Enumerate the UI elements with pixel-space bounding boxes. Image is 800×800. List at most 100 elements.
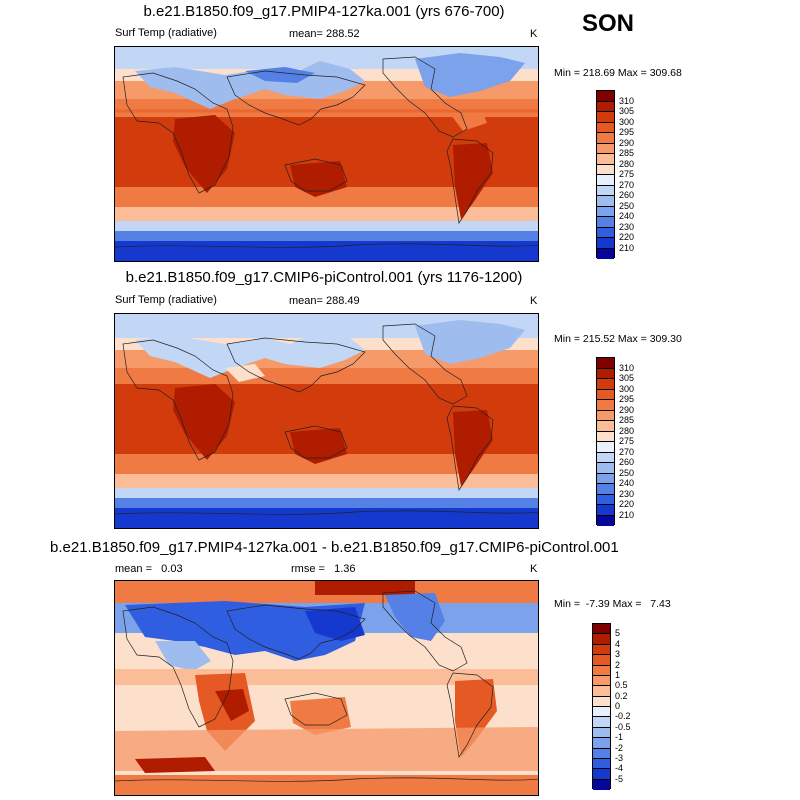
colorbar-tick-label: 2 [615, 659, 621, 670]
colorbar-swatch [597, 122, 614, 133]
colorbar-swatch [597, 227, 614, 238]
colorbar-swatch [597, 101, 614, 112]
colorbar-swatch [593, 634, 610, 645]
colorbar-swatch [597, 238, 614, 249]
colorbar-swatch [597, 368, 614, 379]
colorbar-tick-label: 305 [619, 373, 635, 383]
panel-2-colorbar: 310 305 300 295 290 285 280 275 270 260 250 240 230 2… [596, 357, 716, 526]
colorbar-swatch [597, 473, 614, 484]
colorbar-tick-label: 210 [619, 242, 635, 253]
colorbar-swatch [597, 112, 614, 123]
colorbar-tick-label: -3 [615, 752, 624, 763]
panel-1-mean: mean= 288.52 [289, 28, 360, 40]
colorbar-swatch [597, 389, 614, 400]
panel-1-colorbar-swatches [596, 90, 615, 259]
panel-2-units: K [530, 295, 538, 307]
colorbar-swatch [593, 696, 610, 707]
colorbar-tick-label: 270 [619, 446, 635, 457]
colorbar-swatch [597, 442, 614, 453]
panel-1-colorbar: 310 305 300 295 290 285 280 275 270 260 250 240 230 2… [596, 90, 716, 259]
colorbar-tick-label: 285 [619, 148, 635, 158]
colorbar-swatch [593, 748, 610, 759]
panel-3-colorbar: 5 4 3 2 1 0.5 0.2 0 -0.2 -0.5 -1 -2 -3 -4 -5 [592, 623, 712, 790]
colorbar-tick-label: 220 [619, 232, 635, 242]
colorbar-swatch [593, 727, 610, 739]
colorbar-swatch [597, 494, 614, 505]
colorbar-tick-label: 0.5 [615, 680, 628, 691]
colorbar-tick-label: 280 [619, 425, 635, 436]
colorbar-tick-label: 300 [619, 116, 635, 127]
colorbar-tick-label: 230 [619, 221, 635, 232]
colorbar-swatch [593, 769, 610, 780]
colorbar-tick-label: 220 [619, 499, 635, 509]
colorbar-tick-label: -5 [615, 773, 624, 784]
colorbar-swatch [597, 400, 614, 411]
panel-2-variable-label: Surf Temp (radiative) [115, 294, 217, 306]
panel-3-minmax: Min = -7.39 Max = 7.43 [554, 598, 671, 610]
panel-1-map [114, 46, 539, 262]
colorbar-swatch [593, 675, 610, 687]
colorbar-swatch [597, 505, 614, 516]
colorbar-swatch [597, 133, 614, 144]
colorbar-tick-label: 280 [619, 158, 635, 169]
colorbar-swatch [597, 452, 614, 463]
colorbar-tick-label: 1 [615, 669, 621, 680]
colorbar-tick-label: 310 [619, 95, 635, 106]
colorbar-tick-label: 290 [619, 137, 635, 148]
panel-1-variable-label: Surf Temp (radiative) [115, 27, 217, 39]
colorbar-swatch [597, 358, 614, 369]
colorbar-tick-label: 4 [615, 638, 621, 649]
colorbar-tick-label: 240 [619, 478, 635, 488]
colorbar-tick-label: -0.5 [615, 721, 631, 732]
colorbar-tick-label: -4 [615, 763, 624, 774]
panel-3-rmse: rmse = 1.36 [291, 563, 356, 575]
panel-1-title: b.e21.B1850.f09_g17.PMIP4-127ka.001 (yrs… [143, 3, 505, 20]
colorbar-swatch [597, 379, 614, 390]
colorbar-swatch [597, 143, 614, 154]
colorbar-swatch [597, 185, 614, 196]
colorbar-swatch [597, 175, 614, 186]
colorbar-swatch [597, 463, 614, 474]
panel-2-map [114, 313, 539, 529]
colorbar-tick-label: 285 [619, 415, 635, 425]
colorbar-swatch [597, 421, 614, 432]
colorbar-swatch [597, 196, 614, 207]
colorbar-swatch [593, 665, 610, 676]
colorbar-tick-label: 270 [619, 179, 635, 190]
colorbar-tick-label: 275 [619, 169, 635, 179]
colorbar-swatch [593, 624, 610, 635]
colorbar-tick-label: 290 [619, 404, 635, 415]
colorbar-tick-label: 250 [619, 467, 635, 478]
panel-2-mean: mean= 288.49 [289, 295, 360, 307]
season-label: SON [582, 10, 635, 37]
colorbar-tick-label: 0 [615, 701, 621, 711]
colorbar-swatch [593, 717, 610, 728]
panel-3-map-field [115, 581, 538, 795]
colorbar-swatch [597, 154, 614, 165]
panel-1-units: K [530, 28, 538, 40]
panel-1-minmax: Min = 218.69 Max = 309.68 [554, 67, 682, 79]
colorbar-tick-label: 250 [619, 200, 635, 211]
panel-2-colorbar-swatches [596, 357, 615, 526]
colorbar-tick-label: 5 [615, 628, 621, 639]
colorbar-tick-label: 260 [619, 190, 635, 200]
colorbar-swatch [593, 758, 610, 770]
panel-3-title: b.e21.B1850.f09_g17.PMIP4-127ka.001 - b.… [50, 539, 619, 556]
colorbar-swatch [593, 686, 610, 697]
colorbar-swatch [597, 484, 614, 495]
colorbar-tick-label: -1 [615, 732, 624, 743]
colorbar-tick-label: 295 [619, 394, 635, 404]
colorbar-swatch [597, 164, 614, 175]
colorbar-swatch [597, 248, 614, 259]
panel-3-map [114, 580, 539, 796]
colorbar-swatch [597, 206, 614, 217]
colorbar-tick-label: 260 [619, 457, 635, 467]
colorbar-tick-label: 210 [619, 509, 635, 520]
colorbar-tick-label: 300 [619, 383, 635, 394]
colorbar-swatch [593, 644, 610, 656]
colorbar-tick-label: 3 [615, 649, 621, 660]
panel-3-colorbar-swatches [592, 623, 611, 790]
colorbar-tick-label: -0.2 [615, 711, 631, 722]
panel-3-units: K [530, 563, 538, 575]
colorbar-tick-label: 305 [619, 106, 635, 116]
